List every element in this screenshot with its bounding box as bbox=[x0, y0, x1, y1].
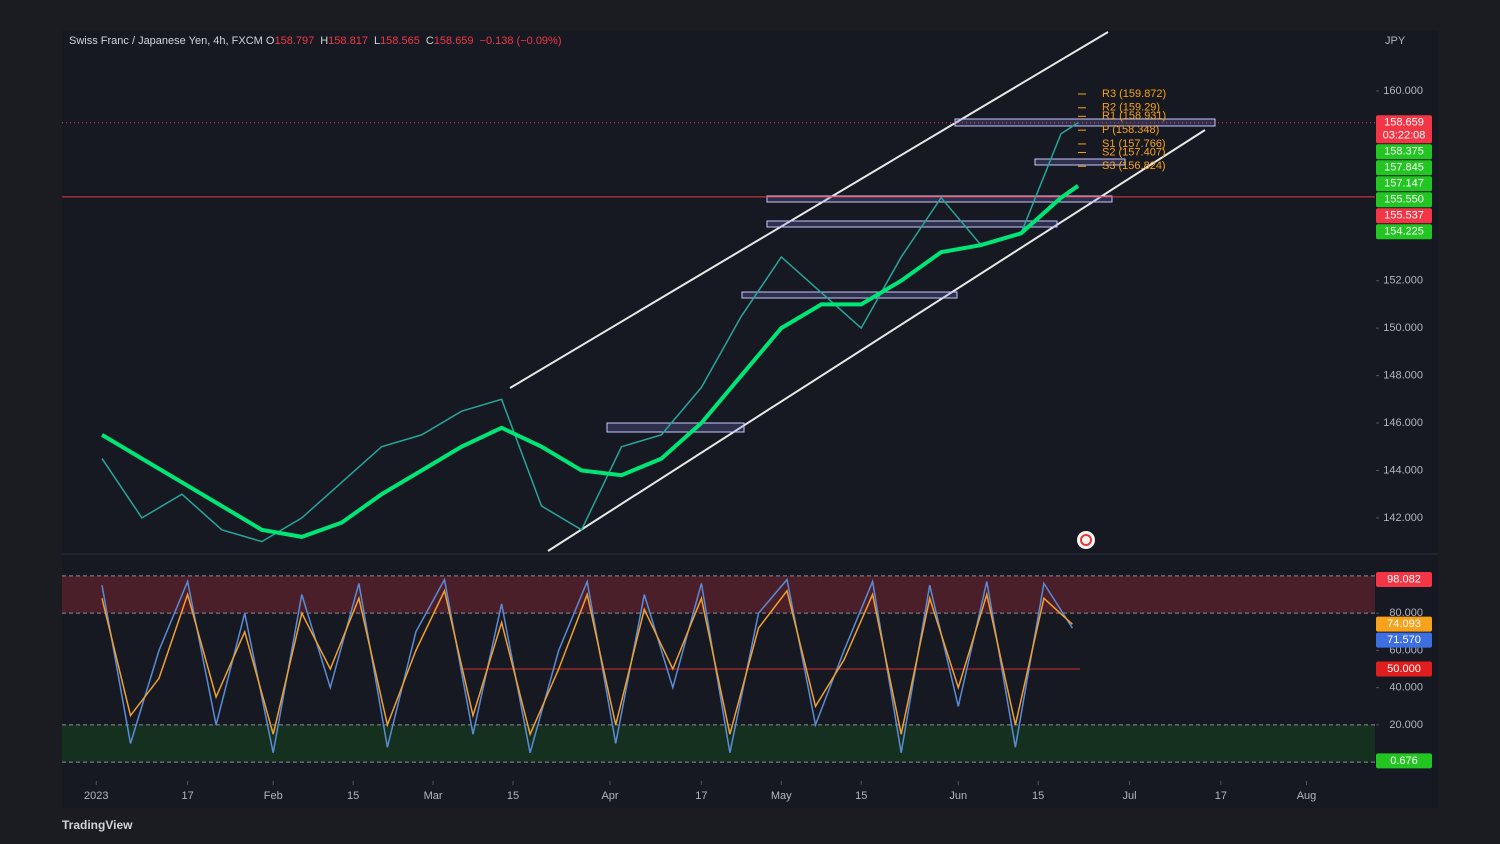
y-unit: JPY bbox=[1385, 35, 1406, 47]
x-tick-label: Mar bbox=[424, 790, 443, 802]
x-tick-label: May bbox=[771, 790, 792, 802]
series-line bbox=[101, 577, 1074, 754]
y-tick-label: 150.000 bbox=[1383, 322, 1423, 334]
price-badge-label: 0.676 bbox=[1390, 755, 1418, 767]
ohlc-value: 158.659 bbox=[433, 35, 474, 47]
y-tick-label: 20.000 bbox=[1389, 719, 1423, 731]
zone bbox=[766, 220, 1058, 228]
x-tick-label: 17 bbox=[695, 790, 707, 802]
x-tick-label: Jun bbox=[949, 790, 967, 802]
pivot-label: S1 (157.766) bbox=[1102, 138, 1166, 150]
channel-line bbox=[547, 129, 1206, 552]
pivot-label: S2 (157.407) bbox=[1102, 146, 1166, 158]
pivot-label: R3 (159.872) bbox=[1102, 88, 1166, 100]
series-line bbox=[100, 184, 1080, 539]
price-badge-label: 155.550 bbox=[1384, 194, 1424, 206]
x-tick-label: 15 bbox=[507, 790, 519, 802]
x-tick-label: Jul bbox=[1122, 790, 1136, 802]
price-badge bbox=[1376, 115, 1432, 144]
ohlc-key: C bbox=[425, 35, 434, 47]
x-tick-label: 2023 bbox=[84, 790, 108, 802]
pivot-label: R1 (158.931) bbox=[1102, 110, 1166, 122]
zone bbox=[1034, 158, 1126, 166]
price-badge bbox=[1376, 208, 1432, 224]
y-tick-label: 40.000 bbox=[1389, 682, 1423, 694]
channel-line bbox=[509, 31, 1109, 389]
y-tick-label: 80.000 bbox=[1389, 607, 1423, 619]
pivot-label: P (158.348) bbox=[1102, 124, 1159, 136]
price-badge-label: 50.000 bbox=[1387, 663, 1421, 675]
drawings bbox=[62, 31, 1375, 763]
price-change: −0.138 (−0.09%) bbox=[479, 35, 562, 47]
symbol-header: Swiss Franc / Japanese Yen, 4h, FXCM O15… bbox=[69, 35, 568, 47]
chart-background bbox=[62, 30, 1438, 808]
y-tick-label: 148.000 bbox=[1383, 369, 1423, 381]
price-badge-label: 98.082 bbox=[1387, 573, 1421, 585]
pivot-label: S3 (156.824) bbox=[1102, 160, 1166, 172]
y-tick-label: 144.000 bbox=[1383, 464, 1423, 476]
ohlc-value: 158.817 bbox=[328, 35, 368, 47]
price-badge bbox=[1376, 192, 1432, 208]
ohlc-key: L bbox=[373, 35, 381, 47]
x-tick-label: Feb bbox=[264, 790, 283, 802]
countdown: 03:22:08 bbox=[1383, 130, 1426, 142]
zone bbox=[606, 422, 745, 433]
price-badge bbox=[1376, 616, 1432, 632]
price-badge bbox=[1376, 661, 1432, 677]
price-badge-label: 154.225 bbox=[1384, 226, 1424, 238]
brand[interactable]: TradingView bbox=[62, 818, 133, 832]
ohlc-key: H bbox=[320, 35, 329, 47]
ohlc-key: O bbox=[265, 35, 275, 47]
price-badge bbox=[1376, 571, 1432, 587]
ohlc-value: 158.565 bbox=[380, 35, 420, 47]
price-badge-label: 158.375 bbox=[1384, 146, 1424, 158]
zone-band bbox=[62, 575, 1375, 614]
y-tick-label: 160.000 bbox=[1383, 85, 1423, 97]
y-tick-label: 152.000 bbox=[1383, 275, 1423, 287]
x-tick-label: 15 bbox=[347, 790, 359, 802]
price-badge bbox=[1376, 632, 1432, 648]
zone bbox=[741, 291, 958, 299]
symbol-title: Swiss Franc / Japanese Yen, 4h, FXCM bbox=[69, 35, 263, 47]
price-badge bbox=[1376, 144, 1432, 160]
ohlc-value: 158.797 bbox=[274, 35, 315, 47]
x-tick-label: 17 bbox=[181, 790, 193, 802]
price-badge-label: 158.659 bbox=[1384, 117, 1424, 129]
x-tick-label: Apr bbox=[601, 790, 618, 802]
price-badge bbox=[1376, 160, 1432, 176]
replay-icon-ring bbox=[1080, 534, 1092, 546]
price-badge bbox=[1376, 176, 1432, 192]
x-tick-label: 15 bbox=[855, 790, 867, 802]
series-line bbox=[101, 122, 1079, 543]
x-tick-label: 17 bbox=[1215, 790, 1227, 802]
y-tick-label: 142.000 bbox=[1383, 512, 1423, 524]
price-badge bbox=[1376, 753, 1432, 769]
zone-band bbox=[62, 724, 1375, 763]
price-badge-label: 155.537 bbox=[1384, 210, 1424, 222]
price-badge-label: 71.570 bbox=[1387, 634, 1421, 646]
price-badge-label: 74.093 bbox=[1387, 618, 1421, 630]
x-tick-label: 15 bbox=[1032, 790, 1044, 802]
series-line bbox=[101, 588, 1073, 737]
price-badge bbox=[1376, 224, 1432, 240]
price-badge-label: 157.845 bbox=[1384, 162, 1424, 174]
price-badge-label: 157.147 bbox=[1384, 178, 1424, 190]
replay-icon[interactable] bbox=[1077, 531, 1095, 549]
pivot-label: R2 (159.29) bbox=[1102, 102, 1160, 114]
x-tick-label: Aug bbox=[1297, 790, 1317, 802]
y-tick-label: 146.000 bbox=[1383, 417, 1423, 429]
